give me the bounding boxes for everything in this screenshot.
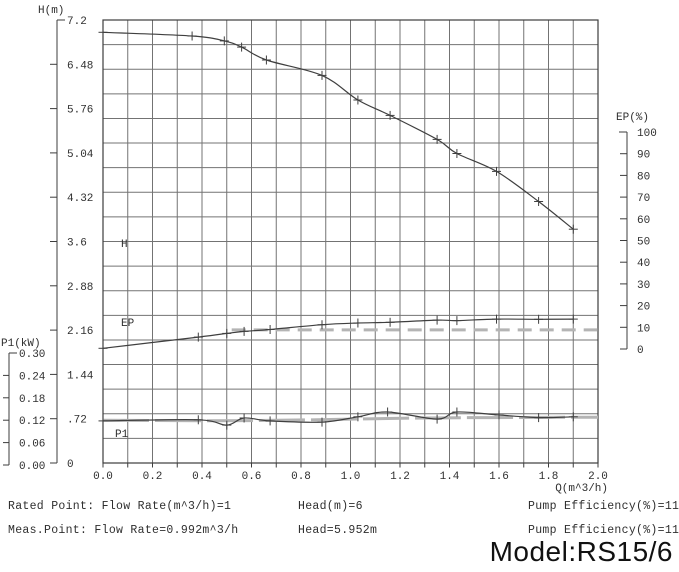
svg-text:1.2: 1.2 (390, 471, 410, 483)
svg-text:60: 60 (637, 215, 650, 227)
svg-text:30: 30 (637, 280, 650, 292)
svg-text:50: 50 (637, 237, 650, 249)
svg-text:1.6: 1.6 (489, 471, 509, 483)
meas-point-flow-text: Meas.Point: Flow Rate=0.992m^3/h (8, 524, 239, 537)
svg-text:10: 10 (637, 323, 650, 335)
svg-text:0.12: 0.12 (19, 416, 45, 428)
svg-text:2.88: 2.88 (67, 282, 93, 294)
meas-point-eff-text: Pump Efficiency(%)=11.73 (528, 524, 679, 537)
svg-text:1.4: 1.4 (440, 471, 460, 483)
svg-text:EP: EP (121, 318, 135, 330)
svg-text:P1: P1 (115, 429, 129, 441)
svg-text:.72: .72 (67, 415, 87, 427)
svg-text:40: 40 (637, 258, 650, 270)
svg-text:1.8: 1.8 (539, 471, 559, 483)
svg-text:5.04: 5.04 (67, 149, 94, 161)
svg-text:H: H (121, 239, 128, 251)
svg-text:0: 0 (637, 345, 644, 357)
svg-text:20: 20 (637, 302, 650, 314)
rated-point-flow-text: Rated Point: Flow Rate(m^3/h)=1 (8, 500, 232, 513)
meas-point-head-text: Head=5.952m (298, 524, 378, 537)
svg-text:4.32: 4.32 (67, 193, 93, 205)
svg-text:0.18: 0.18 (19, 394, 45, 406)
svg-text:0.4: 0.4 (192, 471, 212, 483)
svg-text:0.06: 0.06 (19, 439, 45, 451)
svg-text:Q(m^3/h): Q(m^3/h) (555, 483, 608, 495)
svg-text:0.8: 0.8 (291, 471, 311, 483)
svg-text:1.0: 1.0 (341, 471, 361, 483)
svg-text:2.16: 2.16 (67, 326, 93, 338)
svg-text:100: 100 (637, 128, 657, 140)
svg-text:0: 0 (67, 459, 74, 471)
pump-performance-chart: 0.0 0.2 0.4 0.6 0.8 1.0 1.2 1.4 1.6 1.8 2.0Q(m^3/h… (1, 5, 657, 495)
svg-text:2.0: 2.0 (588, 471, 608, 483)
svg-text:0.00: 0.00 (19, 461, 45, 473)
svg-text:0.6: 0.6 (242, 471, 262, 483)
rated-point-head-text: Head(m)=6 (298, 500, 363, 513)
svg-text:90: 90 (637, 150, 650, 162)
svg-text:H(m): H(m) (38, 5, 64, 17)
svg-text:0.2: 0.2 (143, 471, 163, 483)
svg-text:0.0: 0.0 (93, 471, 113, 483)
svg-text:5.76: 5.76 (67, 105, 93, 117)
svg-text:0.30: 0.30 (19, 349, 45, 361)
svg-text:EP(%): EP(%) (616, 112, 649, 124)
svg-text:70: 70 (637, 193, 650, 205)
svg-text:6.48: 6.48 (67, 60, 93, 72)
svg-text:3.6: 3.6 (67, 238, 87, 250)
rated-point-eff-text: Pump Efficiency(%)=11 (528, 500, 679, 513)
svg-text:0.24: 0.24 (19, 371, 46, 383)
model-label: Model:RS15/6 (489, 536, 673, 567)
svg-text:80: 80 (637, 171, 650, 183)
svg-text:P1(kW): P1(kW) (1, 338, 41, 350)
svg-text:7.2: 7.2 (67, 16, 87, 28)
svg-text:1.44: 1.44 (67, 370, 94, 382)
